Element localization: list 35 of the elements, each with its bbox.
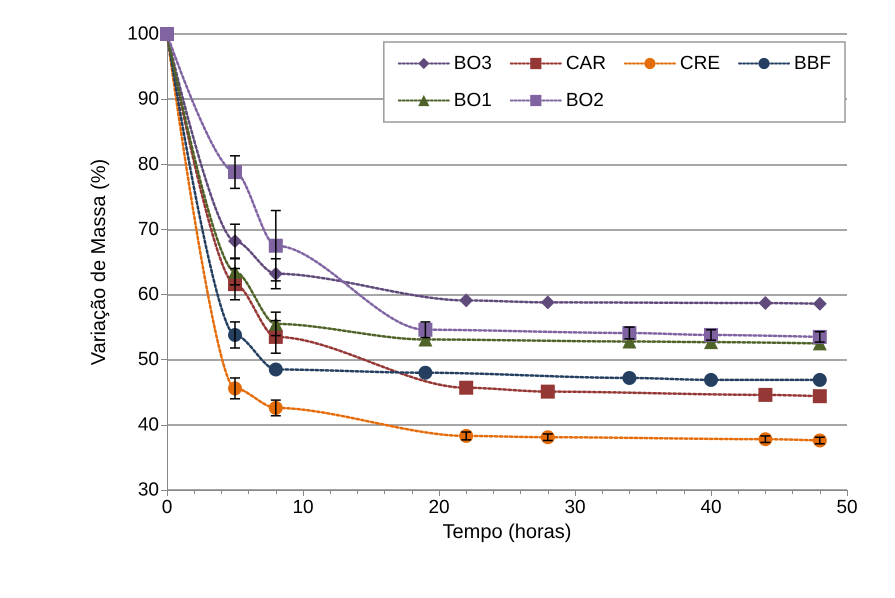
x-tick-label: 0 <box>162 497 172 518</box>
point <box>418 366 432 380</box>
y-tick-label: 30 <box>138 480 159 500</box>
point <box>540 295 555 310</box>
point <box>622 370 636 385</box>
y-axis-title: Variação de Massa (%) <box>88 158 110 366</box>
legend-label: BBF <box>794 53 831 74</box>
y-tick-label: 60 <box>138 284 159 306</box>
point <box>459 293 474 308</box>
point <box>812 372 827 387</box>
point <box>758 296 772 310</box>
y-tick-label: 80 <box>138 154 159 175</box>
x-tick-label: 20 <box>428 497 450 518</box>
x-axis-title: Tempo (horas) <box>442 521 572 543</box>
legend-label: BO1 <box>454 90 492 111</box>
point <box>704 372 718 387</box>
legend-label: CRE <box>680 53 720 74</box>
point <box>459 380 474 395</box>
x-tick-label: 40 <box>700 497 722 518</box>
legend-label: BO3 <box>454 53 492 74</box>
point <box>812 296 827 311</box>
x-tick-label: 10 <box>292 497 314 518</box>
y-tick-label: 90 <box>138 88 159 110</box>
y-tick-label: 70 <box>138 218 159 240</box>
point <box>812 389 827 404</box>
x-tick-label: 50 <box>836 497 858 518</box>
legend-label: CAR <box>566 53 606 74</box>
y-tick-label: 100 <box>127 24 159 44</box>
point <box>268 362 283 376</box>
point <box>758 388 772 402</box>
legend-label: BO2 <box>566 90 604 111</box>
x-tick-label: 30 <box>564 497 586 518</box>
point <box>540 384 555 399</box>
y-tick-label: 50 <box>138 349 159 370</box>
y-tick-label: 40 <box>138 414 159 436</box>
